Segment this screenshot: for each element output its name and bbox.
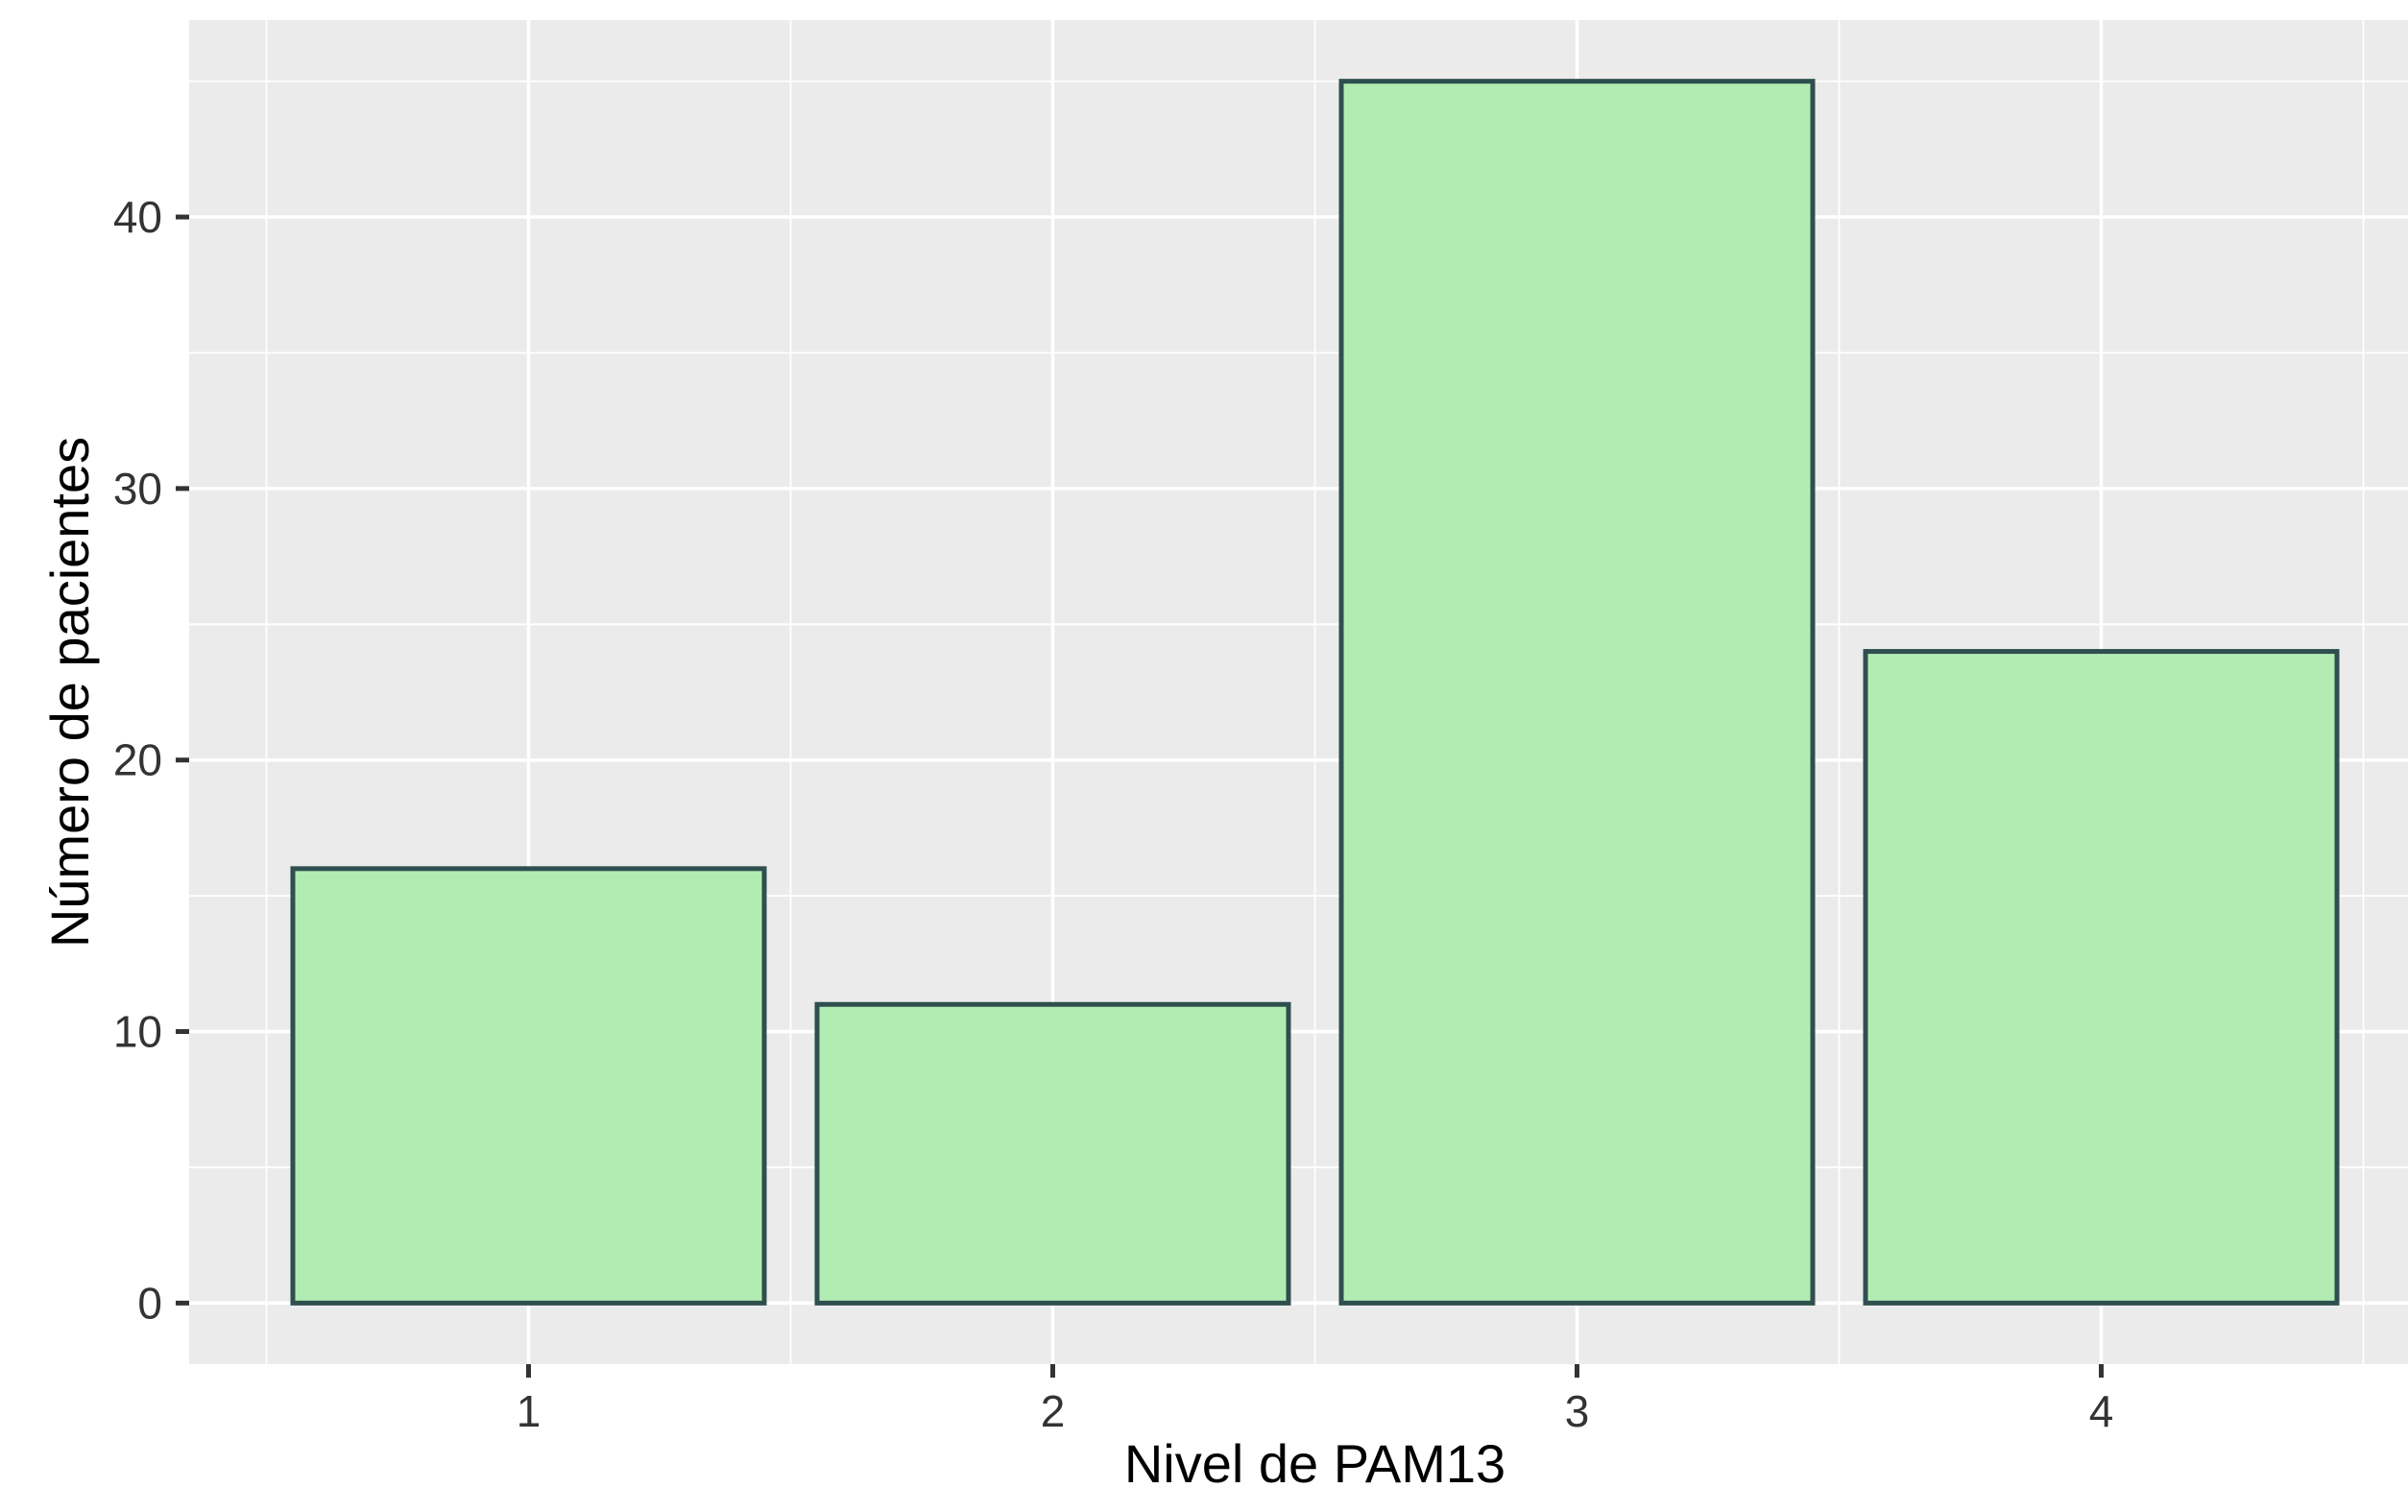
- x-axis-title: Nivel de PAM13: [1124, 1433, 1505, 1494]
- y-tick-label: 30: [113, 464, 162, 514]
- bar: [290, 866, 767, 1306]
- y-tick-label: 0: [137, 1278, 162, 1328]
- bar: [1338, 79, 1816, 1306]
- y-tick-label: 40: [113, 192, 162, 242]
- x-tick-label: 2: [1041, 1386, 1066, 1436]
- x-tick-label: 4: [2089, 1386, 2114, 1436]
- bar: [814, 1001, 1291, 1306]
- y-axis-title: Número de pacientes: [39, 437, 100, 948]
- x-tick-label: 3: [1565, 1386, 1590, 1436]
- bar-chart-figure: 0 10 20 30 40 1 2 3 4 Nivel de PAM13 Número de pac…: [38, 15, 2408, 1497]
- y-tick-label: 10: [113, 1007, 162, 1057]
- x-tick-label: 1: [517, 1386, 542, 1436]
- bar: [1863, 649, 2340, 1306]
- y-tick-label: 20: [113, 735, 162, 785]
- bar-chart-canvas: 0 10 20 30 40 1 2 3 4 Nivel de PAM13 Número de pac…: [38, 15, 2408, 1497]
